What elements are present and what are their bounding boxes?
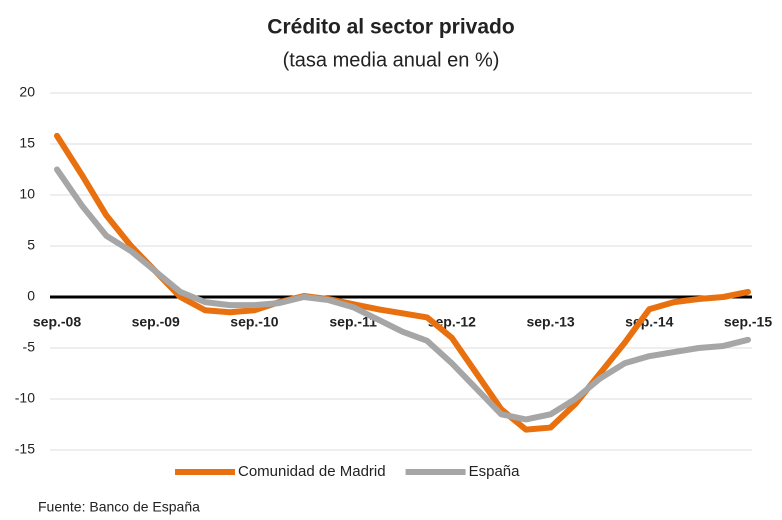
legend-label: Comunidad de Madrid — [238, 463, 386, 480]
y-tick-label: 5 — [27, 237, 35, 253]
line — [54, 132, 751, 433]
y-tick-label: 20 — [19, 84, 35, 100]
y-tick-label: 10 — [19, 186, 35, 202]
x-tick-label: sep.-10 — [230, 314, 278, 330]
y-tick-label: -15 — [15, 441, 35, 457]
x-tick-label: sep.-08 — [33, 314, 81, 330]
y-tick-label: -10 — [15, 390, 35, 406]
source: Fuente: Banco de España — [38, 499, 200, 515]
legend-label: España — [469, 463, 521, 480]
x-tick-label: sep.-15 — [724, 314, 772, 330]
chart-title: Crédito al sector privado — [267, 16, 514, 39]
y-tick-label: 0 — [27, 288, 35, 304]
x-tick-label: sep.-09 — [132, 314, 180, 330]
y-tick-label: 15 — [19, 135, 35, 151]
chart-subtitle: (tasa media anual en %) — [283, 49, 500, 71]
x-tick-label: sep.-11 — [329, 314, 377, 330]
x-tick-label: sep.-13 — [526, 314, 574, 330]
y-tick-label: -5 — [23, 339, 36, 355]
line — [54, 166, 751, 423]
